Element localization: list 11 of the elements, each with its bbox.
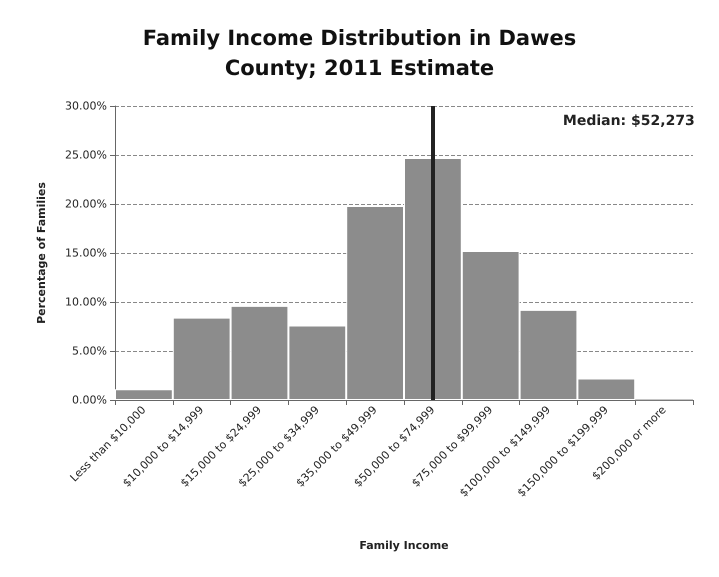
y-axis-title: Percentage of Families <box>35 182 48 324</box>
x-axis-title: Family Income <box>359 539 449 552</box>
y-tick-label: 20.00% <box>65 198 107 210</box>
y-tick-label: 30.00% <box>65 100 107 112</box>
chart-title: Family Income Distribution in Dawes County; 2011 Estimate <box>142 26 576 80</box>
y-tick-label: 5.00% <box>72 344 107 358</box>
ref-line-label: Median: $52,273 <box>562 113 695 129</box>
y-tick-label: 0.00% <box>72 394 107 406</box>
y-tick-label: 10.00% <box>65 296 107 308</box>
y-tick-label: 25.00% <box>65 148 107 162</box>
y-tick-label: 15.00% <box>65 246 107 260</box>
